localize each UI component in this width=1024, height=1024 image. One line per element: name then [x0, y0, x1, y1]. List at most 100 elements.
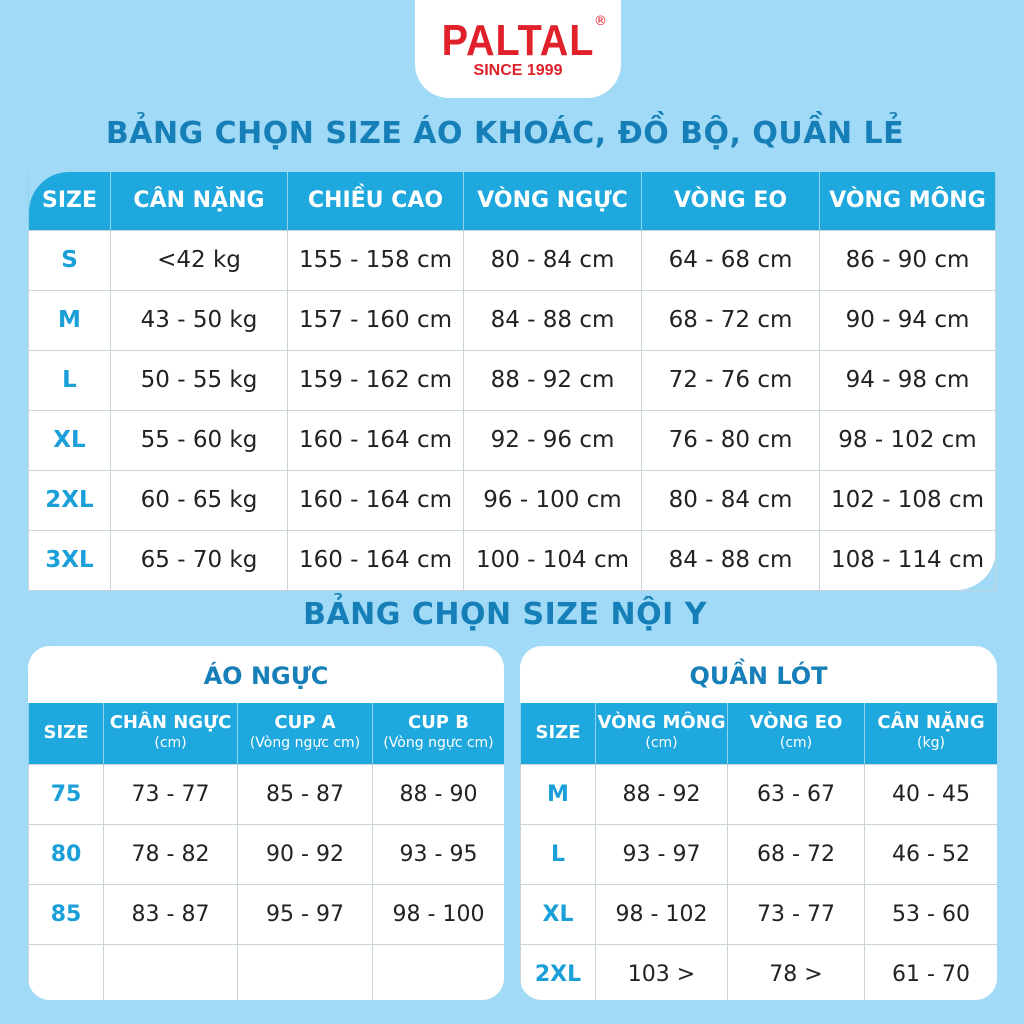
- table-row: 75 73 - 77 85 - 87 88 - 90: [28, 763, 504, 825]
- table-cell: 80 - 84 cm: [463, 229, 642, 291]
- column-header-unit: (Vòng ngực cm): [383, 735, 494, 752]
- table-cell: 96 - 100 cm: [463, 469, 642, 531]
- table-cell: 85 - 87: [237, 763, 373, 825]
- table-cell: 160 - 164 cm: [287, 529, 464, 591]
- table-cell: 43 - 50 kg: [110, 289, 288, 351]
- table-cell: 98 - 102: [595, 883, 728, 945]
- table-cell: 90 - 92: [237, 823, 373, 885]
- table-cell: 94 - 98 cm: [819, 349, 996, 411]
- size-cell: M: [520, 763, 596, 825]
- size-cell: [28, 943, 104, 1000]
- column-header: SIZE: [28, 172, 111, 230]
- table-row: L 93 - 97 68 - 72 46 - 52: [520, 823, 997, 885]
- column-header: CÂN NẶNG: [110, 172, 288, 230]
- table-row: M 88 - 92 63 - 67 40 - 45: [520, 763, 997, 825]
- column-header-unit: (cm): [779, 735, 813, 752]
- table-row: 80 78 - 82 90 - 92 93 - 95: [28, 823, 504, 885]
- table-cell: 92 - 96 cm: [463, 409, 642, 471]
- panties-size-table: SIZE VÒNG MÔNG (cm) VÒNG EO (cm) CÂN NẶNG (kg)…: [520, 703, 997, 1000]
- table-cell: 72 - 76 cm: [641, 349, 820, 411]
- table-cell: 78 - 82: [103, 823, 238, 885]
- table-cell: 68 - 72: [727, 823, 865, 885]
- column-header: CHIỀU CAO: [287, 172, 464, 230]
- registered-mark: ®: [594, 14, 607, 29]
- size-cell: 3XL: [28, 529, 111, 591]
- column-header: VÒNG MÔNG (cm): [595, 703, 728, 764]
- table-row: L 50 - 55 kg 159 - 162 cm 88 - 92 cm 72 - 76…: [28, 349, 996, 411]
- column-header: CUP B (Vòng ngực cm): [372, 703, 504, 764]
- size-cell: 2XL: [520, 943, 596, 1000]
- table-cell: 78 >: [727, 943, 865, 1000]
- column-header-label: SIZE: [535, 722, 581, 744]
- table-row: S <42 kg 155 - 158 cm 80 - 84 cm 64 - 68 cm 8…: [28, 229, 996, 291]
- table-cell: 40 - 45: [864, 763, 997, 825]
- table-cell: 53 - 60: [864, 883, 997, 945]
- table-cell: 76 - 80 cm: [641, 409, 820, 471]
- table-cell: 86 - 90 cm: [819, 229, 996, 291]
- table-row: 2XL 103 >78 >61 - 70: [520, 943, 997, 1000]
- size-cell: M: [28, 289, 111, 351]
- size-cell: 85: [28, 883, 104, 945]
- column-header-label: CHÂN NGỰC: [109, 712, 232, 734]
- table-cell: 60 - 65 kg: [110, 469, 288, 531]
- table-cell: 100 - 104 cm: [463, 529, 642, 591]
- size-cell: L: [28, 349, 111, 411]
- size-cell: 2XL: [28, 469, 111, 531]
- table-cell: 98 - 102 cm: [819, 409, 996, 471]
- table-row: XL 55 - 60 kg 160 - 164 cm 92 - 96 cm 76 - 8…: [28, 409, 996, 471]
- table-cell: 103 >: [595, 943, 728, 1000]
- outerwear-title: BẢNG CHỌN SIZE ÁO KHOÁC, ĐỒ BỘ, QUẦN LẺ: [105, 116, 905, 151]
- table-cell: 84 - 88 cm: [463, 289, 642, 351]
- column-header: CUP A (Vòng ngực cm): [237, 703, 373, 764]
- column-header: CÂN NẶNG (kg): [864, 703, 997, 764]
- table-cell: 93 - 95: [372, 823, 504, 885]
- table-cell: 160 - 164 cm: [287, 469, 464, 531]
- table-cell: 90 - 94 cm: [819, 289, 996, 351]
- table-cell: 102 - 108 cm: [819, 469, 996, 531]
- brand-name: PALTAL: [441, 16, 595, 65]
- table-cell: [372, 943, 504, 1000]
- outerwear-size-table: SIZE CÂN NẶNG CHIỀU CAO VÒNG NGỰC VÒNG EO VÒN…: [28, 172, 996, 591]
- table-cell: [237, 943, 373, 1000]
- table-cell: 65 - 70 kg: [110, 529, 288, 591]
- bra-title: ÁO NGỰC: [203, 662, 329, 690]
- column-header-label: VÒNG MÔNG: [597, 712, 726, 734]
- size-cell: L: [520, 823, 596, 885]
- size-cell: XL: [520, 883, 596, 945]
- column-header-label: VÒNG EO: [749, 712, 843, 734]
- column-header: VÒNG EO: [641, 172, 820, 230]
- size-cell: XL: [28, 409, 111, 471]
- table-cell: 159 - 162 cm: [287, 349, 464, 411]
- table-cell: 84 - 88 cm: [641, 529, 820, 591]
- table-cell: 73 - 77: [103, 763, 238, 825]
- table-row: 3XL 65 - 70 kg 160 - 164 cm 100 - 104 cm 84 …: [28, 529, 996, 591]
- column-header: CHÂN NGỰC (cm): [103, 703, 238, 764]
- table-cell: 73 - 77: [727, 883, 865, 945]
- table-cell: 55 - 60 kg: [110, 409, 288, 471]
- table-cell: 95 - 97: [237, 883, 373, 945]
- table-row: 85 83 - 87 95 - 97 98 - 100: [28, 883, 504, 945]
- table-cell: 155 - 158 cm: [287, 229, 464, 291]
- bra-size-table: SIZE CHÂN NGỰC (cm) CUP A (Vòng ngực cm) CUP …: [28, 703, 504, 1000]
- table-cell: 68 - 72 cm: [641, 289, 820, 351]
- column-header: VÒNG MÔNG: [819, 172, 996, 230]
- table-cell: 80 - 84 cm: [641, 469, 820, 531]
- column-header: SIZE: [28, 703, 104, 764]
- table-cell: 63 - 67: [727, 763, 865, 825]
- column-header-unit: (kg): [917, 735, 945, 752]
- table-cell: 88 - 92: [595, 763, 728, 825]
- table-row: M 43 - 50 kg 157 - 160 cm 84 - 88 cm 68 - 72…: [28, 289, 996, 351]
- panties-title: QUẦN LÓT: [689, 662, 828, 690]
- table-cell: 46 - 52: [864, 823, 997, 885]
- size-cell: 75: [28, 763, 104, 825]
- size-cell: S: [28, 229, 111, 291]
- panties-panel: QUẦN LÓT SIZE VÒNG MÔNG (cm) VÒNG EO (cm) CÂN…: [520, 646, 997, 1000]
- table-cell: 88 - 92 cm: [463, 349, 642, 411]
- table-cell: 83 - 87: [103, 883, 238, 945]
- table-row: [28, 943, 504, 1000]
- column-header: VÒNG NGỰC: [463, 172, 642, 230]
- column-header: VÒNG EO (cm): [727, 703, 865, 764]
- underwear-title: BẢNG CHỌN SIZE NỘI Y: [303, 597, 707, 632]
- column-header-unit: (cm): [645, 735, 678, 752]
- table-cell: 88 - 90: [372, 763, 504, 825]
